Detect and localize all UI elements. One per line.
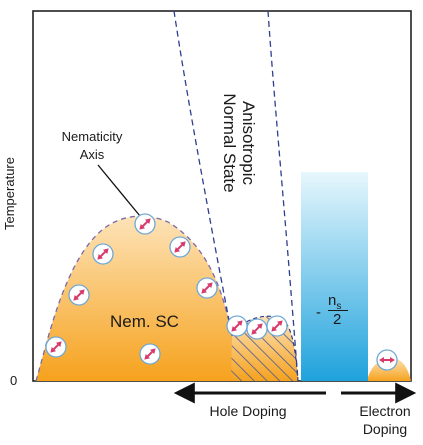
nematic-sc-dome bbox=[36, 216, 232, 381]
hole-doping-label: Hole Doping bbox=[209, 403, 287, 419]
ns-numerator: ns bbox=[328, 292, 341, 312]
ns-minus: - bbox=[316, 304, 321, 321]
electron-doping-label: Electron Doping bbox=[359, 403, 411, 437]
nematic-director-icon bbox=[226, 315, 248, 337]
nematic-director-icon bbox=[134, 213, 156, 235]
nem-sc-label: Nem. SC bbox=[110, 312, 179, 331]
nematic-director-icon bbox=[169, 236, 191, 258]
nematic-director-icon bbox=[376, 349, 398, 371]
nematic-director-icon bbox=[139, 343, 161, 365]
y-axis-label: Temperature bbox=[2, 157, 17, 230]
nematicity-axis-pointer bbox=[97, 164, 141, 217]
nematic-director-icon bbox=[92, 243, 114, 265]
ns-fraction-bar bbox=[328, 310, 348, 311]
origin-label: 0 bbox=[10, 373, 18, 388]
nematic-director-icon bbox=[266, 315, 288, 337]
nematic-director-icon bbox=[246, 318, 268, 340]
anisotropic-normal-state-label: Anisotropic Normal State bbox=[220, 78, 258, 208]
ns-n: n bbox=[328, 292, 337, 309]
nematic-sc-dome-boundary bbox=[35, 215, 233, 382]
superfluid-density-bar bbox=[301, 172, 368, 381]
nematic-director-icon bbox=[45, 336, 67, 358]
nematic-director-icon bbox=[68, 284, 90, 306]
nematic-director-icon bbox=[196, 277, 218, 299]
normal-state-boundary-right bbox=[267, 10, 299, 382]
nematicity-axis-label: Nematicity Axis bbox=[61, 129, 123, 162]
superfluid-density-expression: - ns 2 bbox=[316, 288, 358, 340]
anisotropic-normal-state-text: Anisotropic Normal State bbox=[220, 93, 258, 193]
normal-state-boundary-left bbox=[173, 10, 233, 337]
ns-denominator: 2 bbox=[333, 311, 342, 328]
ns-s: s bbox=[336, 301, 342, 312]
